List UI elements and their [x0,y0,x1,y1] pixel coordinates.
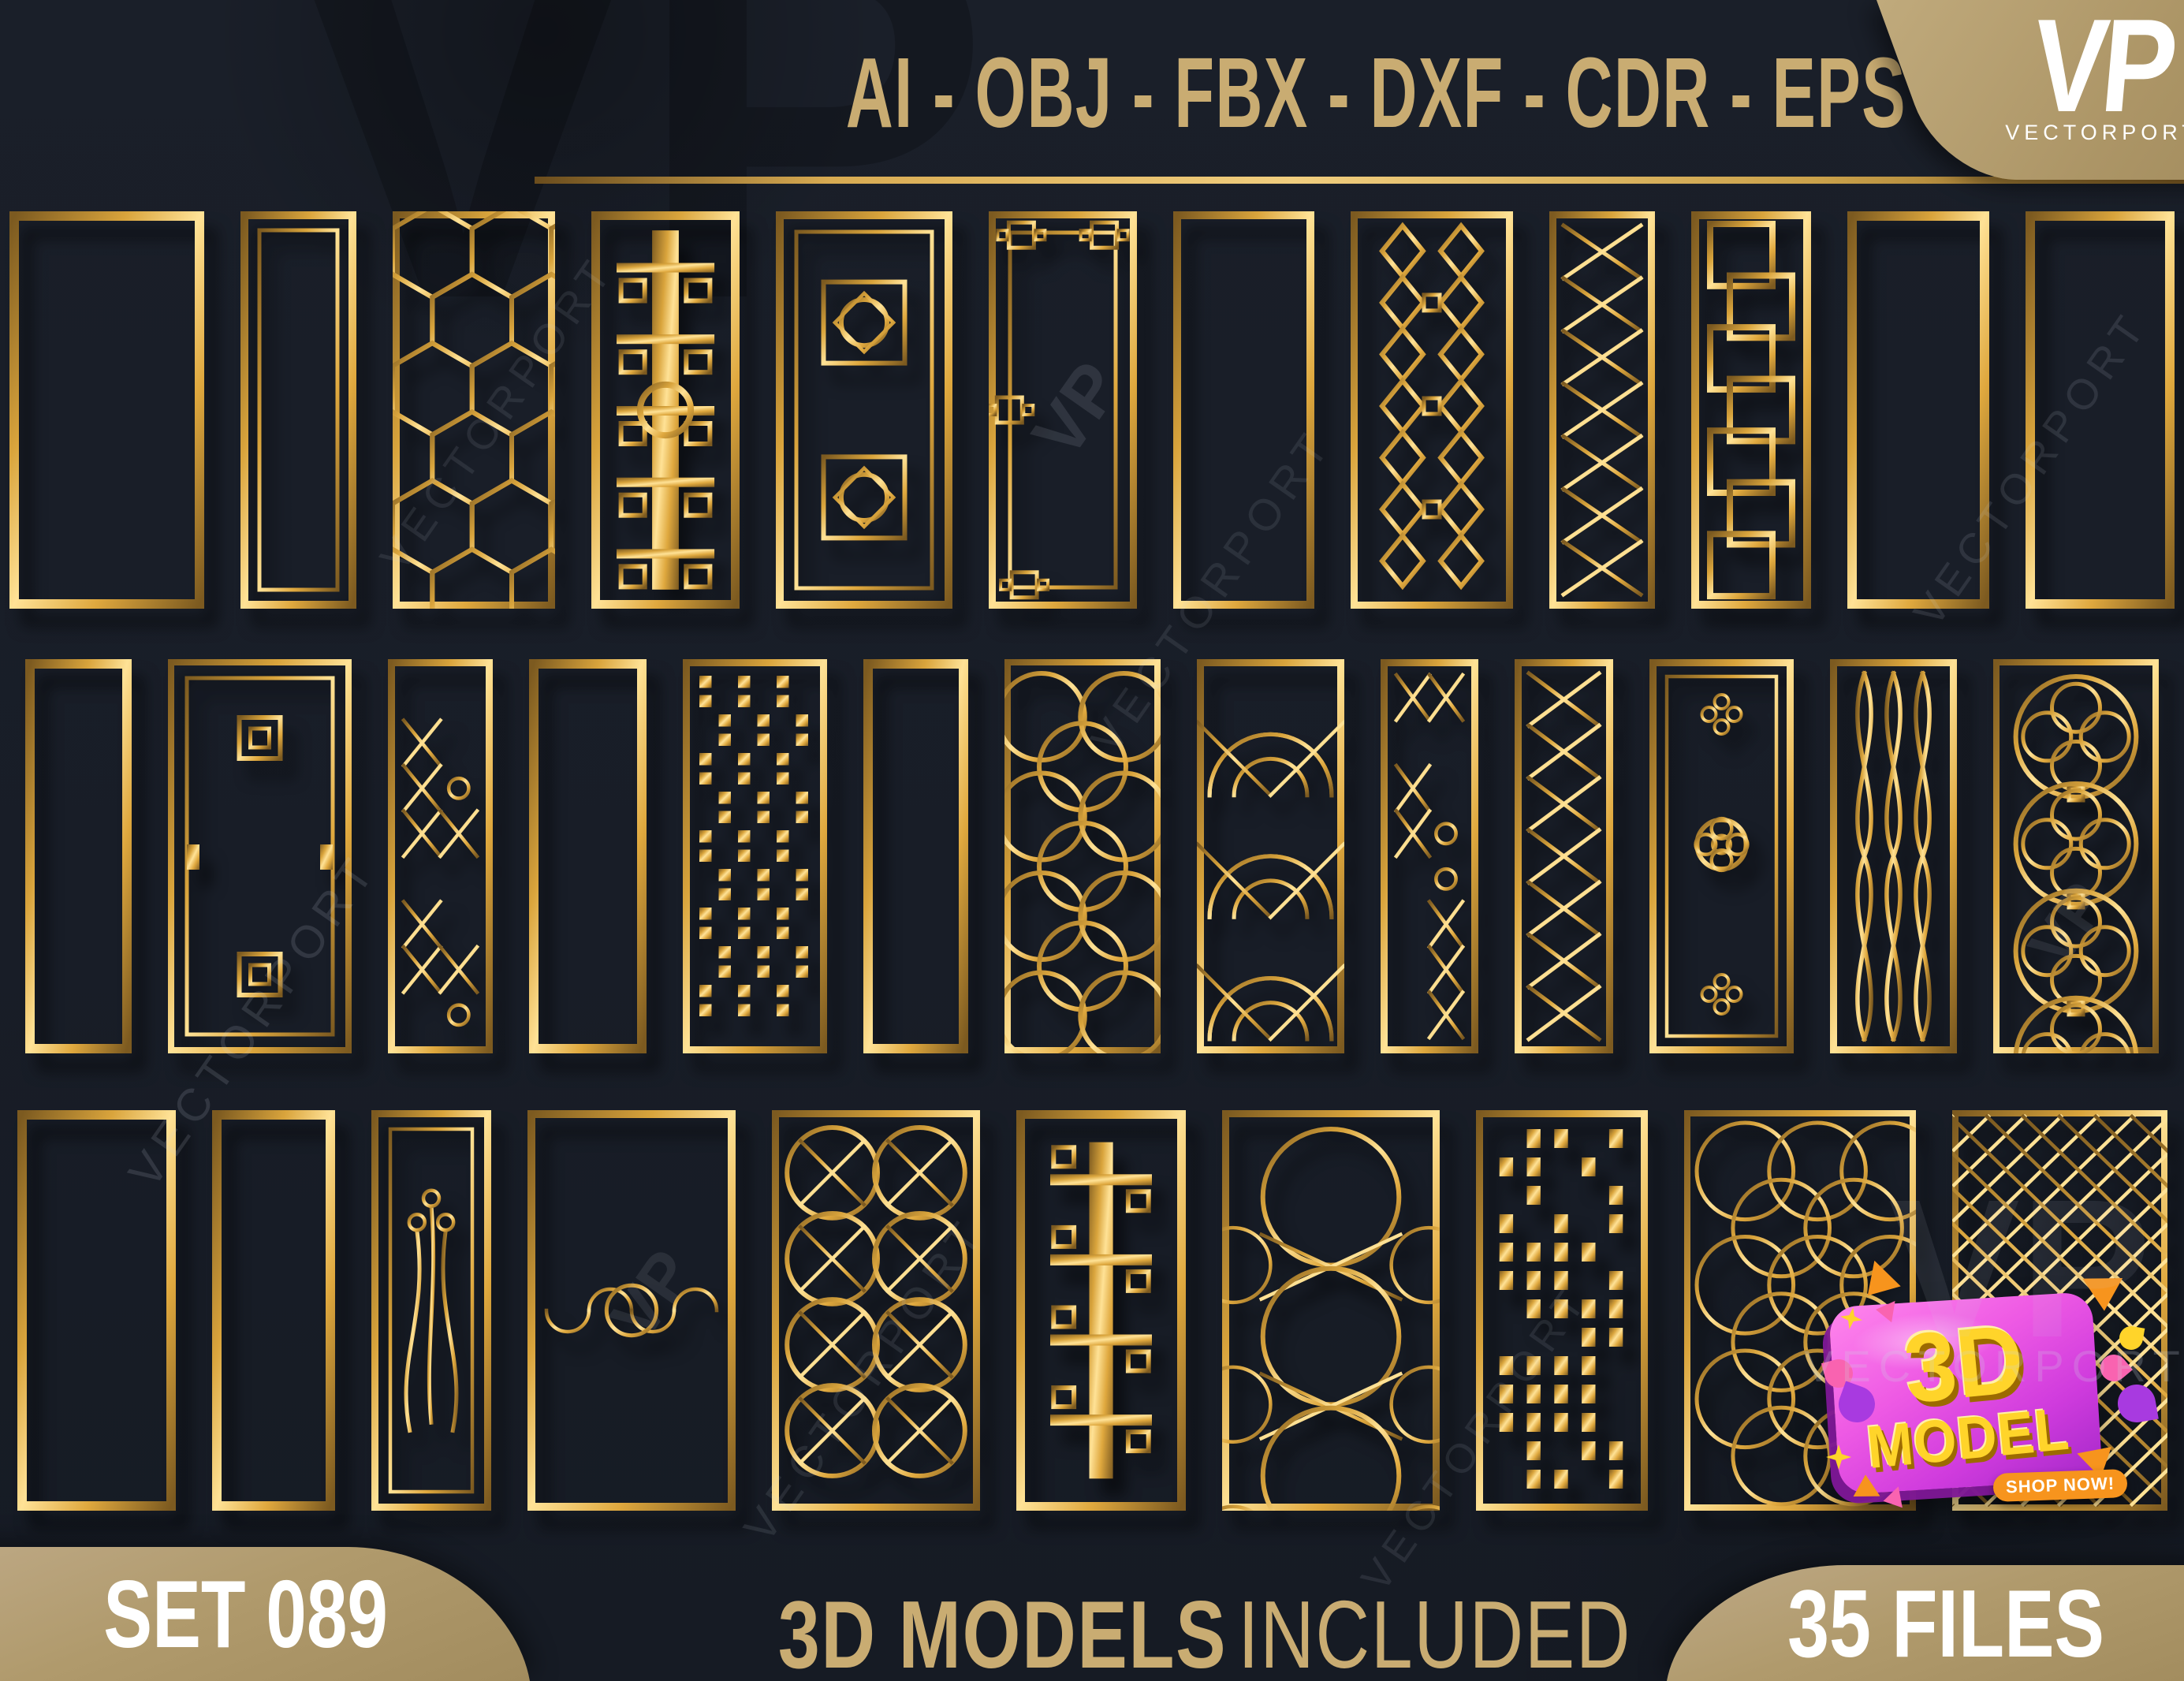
header-underline [535,177,2184,184]
decor-panel-1-9 [1549,211,1655,609]
decor-panel-3-2 [211,1110,335,1511]
shop-now-button[interactable]: SHOP NOW! [1992,1469,2128,1502]
panel-row-2 [0,659,2184,1053]
decor-panel-1-6 [989,211,1137,609]
badge-line2: MODEL [1864,1395,2073,1482]
decor-panel-1-1 [9,211,204,609]
footer-note: 3D MODELS INCLUDED [658,1586,1751,1681]
decor-panel-3-3 [371,1110,491,1511]
decor-panel-3-1 [17,1110,176,1511]
decor-panel-2-7 [1004,659,1161,1053]
decor-panel-1-5 [776,211,952,609]
footer-note-bold: 3D MODELS [777,1581,1228,1681]
decor-panel-2-3 [388,659,493,1053]
decor-panel-2-6 [863,659,968,1053]
decor-panel-3-6 [1016,1110,1186,1511]
decor-panel-2-9 [1381,659,1478,1053]
vp-monogram: VP [2026,0,2178,140]
badge-line1: 3D [1899,1304,2029,1425]
files-count-label: 35 FILES [1787,1569,2105,1677]
3d-model-badge: 3D MODEL [1828,1292,2103,1495]
decor-panel-3-5 [771,1110,980,1511]
decor-panel-2-11 [1649,659,1794,1053]
files-count-banner: 35 FILES [1667,1565,2184,1681]
decor-panel-2-13 [1993,659,2159,1053]
decor-panel-2-2 [168,659,352,1053]
decor-panel-1-12 [2026,211,2175,609]
decor-panel-1-2 [240,211,356,609]
decor-panel-1-10 [1691,211,1811,609]
decor-panel-1-8 [1351,211,1513,609]
decor-panel-3-7 [1221,1110,1440,1511]
vectorport-logo: VP VECTORPORT [1877,0,2184,180]
vectorport-logo-inner: VP VECTORPORT [1909,0,2184,180]
decor-panel-1-11 [1847,211,1989,609]
set-number-banner: SET 089 [0,1547,530,1681]
decor-panel-2-8 [1197,659,1344,1053]
decor-panel-2-5 [683,659,827,1053]
footer-note-light: INCLUDED [1238,1581,1632,1681]
badge-text: 3D MODEL [1828,1292,2103,1495]
decor-panel-2-4 [529,659,647,1053]
panel-row-1 [0,211,2184,609]
decor-panel-1-7 [1173,211,1314,609]
decor-panel-1-3 [393,211,555,609]
decor-panel-2-1 [25,659,132,1053]
set-number-label: SET 089 [103,1560,389,1668]
decor-panel-2-12 [1830,659,1957,1053]
decor-panel-3-8 [1475,1110,1648,1511]
decor-panel-1-4 [591,211,740,609]
decor-panel-3-4 [527,1110,736,1511]
decor-panel-2-10 [1515,659,1613,1053]
header: AI - OBJ - FBX - DXF - CDR - EPS - SVG [520,40,2108,145]
